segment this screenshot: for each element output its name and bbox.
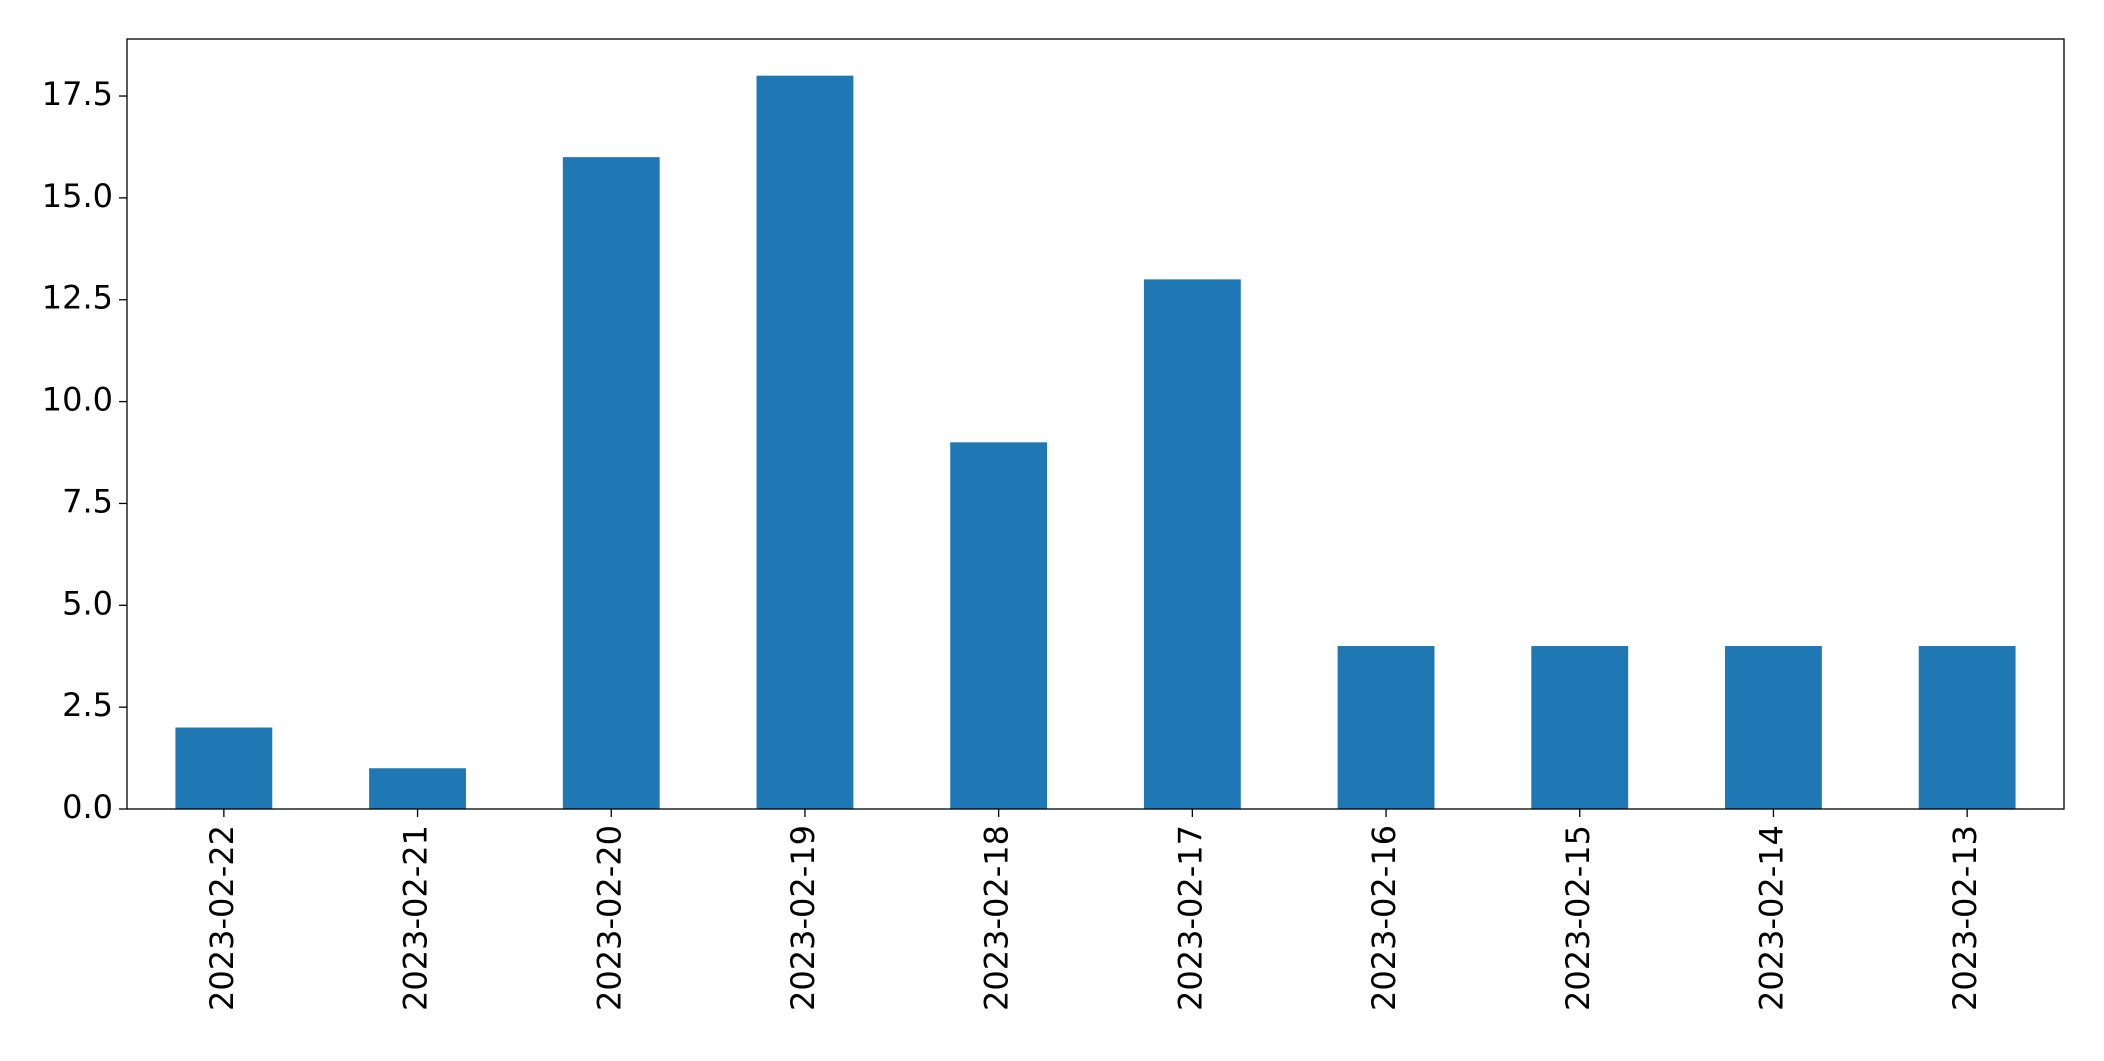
x-tick-label: 2023-02-16 xyxy=(1365,825,1403,1011)
x-tick-label: 2023-02-13 xyxy=(1946,825,1984,1011)
bar xyxy=(1531,646,1629,809)
y-tick-label: 5.0 xyxy=(62,584,113,622)
y-tick-label: 2.5 xyxy=(62,686,113,724)
bar xyxy=(1725,646,1822,809)
bar xyxy=(1918,646,2016,809)
y-tick-label: 15.0 xyxy=(42,177,113,215)
x-tick-label: 2023-02-14 xyxy=(1752,825,1790,1011)
plot-frame xyxy=(126,38,2065,810)
bar xyxy=(369,768,466,809)
y-tick-label: 10.0 xyxy=(42,381,113,419)
bar xyxy=(756,75,854,809)
y-tick-label: 17.5 xyxy=(42,75,113,113)
x-tick-label: 2023-02-15 xyxy=(1559,825,1597,1011)
bar xyxy=(562,157,660,810)
bar xyxy=(1143,279,1241,809)
x-tick-label: 2023-02-17 xyxy=(1171,825,1209,1011)
y-tick-label: 0.0 xyxy=(62,788,113,826)
x-tick-label: 2023-02-22 xyxy=(203,825,241,1011)
x-tick-label: 2023-02-21 xyxy=(397,825,435,1011)
y-tick-label: 12.5 xyxy=(42,279,113,317)
x-tick-label: 2023-02-18 xyxy=(978,825,1016,1011)
x-tick-label: 2023-02-19 xyxy=(784,825,822,1011)
bar xyxy=(950,442,1048,809)
bar xyxy=(175,727,273,809)
y-tick-label: 7.5 xyxy=(62,482,113,520)
x-tick-label: 2023-02-20 xyxy=(590,825,628,1011)
bar xyxy=(1337,646,1435,809)
